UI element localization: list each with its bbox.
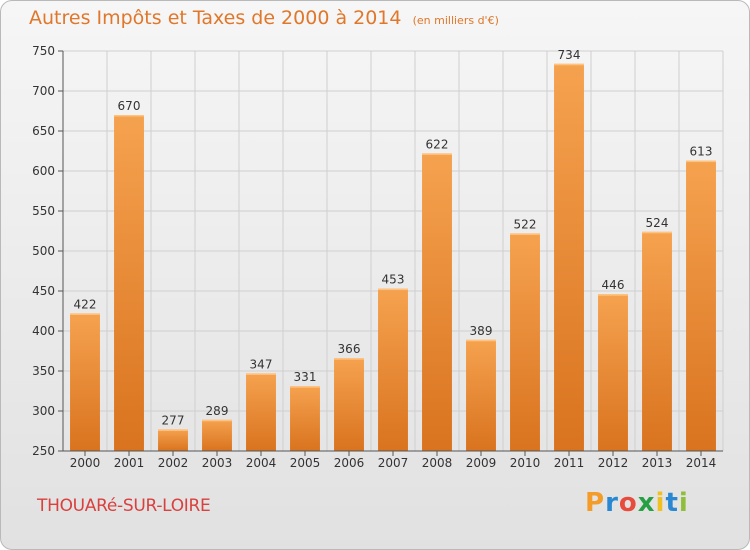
- x-tick-label: 2007: [378, 456, 409, 470]
- logo-letter: P: [585, 488, 606, 518]
- bar-highlight: [642, 231, 672, 234]
- y-tick-label: 450: [32, 284, 55, 298]
- bars: 422 670 277 289 347 331 366 453 622 389 522 734 446 5…: [70, 48, 716, 452]
- y-tick-label: 650: [32, 124, 55, 138]
- y-tick-label: 250: [32, 444, 55, 458]
- x-tick-label: 2014: [686, 456, 717, 470]
- bar-highlight: [114, 115, 144, 117]
- y-tick-label: 300: [32, 404, 55, 418]
- bar-highlight: [686, 160, 716, 163]
- data-label: 524: [646, 216, 669, 230]
- x-tick-label: 2012: [598, 456, 629, 470]
- city-name: THOUARé-SUR-LOIRE: [37, 496, 211, 516]
- bar: [554, 63, 584, 452]
- bar: [290, 386, 320, 451]
- axes: 250 300 350 400 450 500 550 600 650 700 750 2000 200…: [32, 44, 723, 470]
- bar: [114, 115, 144, 451]
- bar-highlight: [422, 153, 452, 155]
- data-label: 622: [426, 137, 449, 151]
- bar: [378, 288, 408, 451]
- x-tick-label: 2008: [422, 456, 453, 470]
- logo-letter: o: [618, 488, 638, 518]
- data-label: 331: [294, 370, 317, 384]
- y-tick-label: 550: [32, 204, 55, 218]
- logo-letter: t: [665, 488, 679, 518]
- y-tick-label: 350: [32, 364, 55, 378]
- data-label: 522: [514, 217, 537, 231]
- y-tick-label: 700: [32, 84, 55, 98]
- bar: [334, 358, 364, 451]
- proxiti-logo: Proxiti: [585, 488, 689, 518]
- data-label: 613: [690, 145, 713, 159]
- bar: [642, 231, 672, 451]
- x-tick-label: 2000: [70, 456, 101, 470]
- data-label: 389: [470, 324, 493, 338]
- y-tick-label: 600: [32, 164, 55, 178]
- data-label: 734: [558, 48, 581, 62]
- bar: [70, 313, 100, 451]
- logo-letter: r: [605, 488, 619, 518]
- bar-highlight: [466, 339, 496, 342]
- data-label: 366: [338, 342, 361, 356]
- data-label: 446: [602, 278, 625, 292]
- bar: [246, 373, 276, 451]
- bar-highlight: [378, 288, 408, 291]
- data-label: 289: [206, 404, 229, 418]
- bar-highlight: [334, 358, 364, 360]
- y-tick-label: 750: [32, 44, 55, 58]
- data-label: 277: [162, 413, 185, 427]
- bar: [510, 233, 540, 451]
- bar-highlight: [202, 419, 232, 422]
- data-label: 670: [118, 99, 141, 113]
- logo-letter: x: [637, 488, 656, 518]
- x-tick-label: 2013: [642, 456, 673, 470]
- bar: [202, 419, 232, 451]
- x-tick-label: 2010: [510, 456, 541, 470]
- bar-highlight: [70, 313, 100, 315]
- x-tick-label: 2009: [466, 456, 497, 470]
- data-label: 453: [382, 273, 405, 287]
- bar: [422, 153, 452, 451]
- bar: [598, 294, 628, 451]
- title-text: Autres Impôts et Taxes de 2000 à 2014: [29, 7, 402, 29]
- bar-highlight: [246, 373, 276, 375]
- bar-highlight: [554, 63, 584, 66]
- bar: [686, 160, 716, 451]
- y-tick-label: 500: [32, 244, 55, 258]
- x-tick-label: 2001: [114, 456, 145, 470]
- data-label: 422: [74, 297, 97, 311]
- x-tick-label: 2004: [246, 456, 277, 470]
- x-tick-label: 2006: [334, 456, 365, 470]
- chart-title: Autres Impôts et Taxes de 2000 à 2014 (e…: [29, 7, 499, 29]
- bar-highlight: [290, 386, 320, 388]
- bar: [158, 429, 188, 451]
- bar-highlight: [598, 294, 628, 296]
- logo-letter: i: [655, 488, 666, 518]
- y-tick-label: 400: [32, 324, 55, 338]
- x-tick-label: 2003: [202, 456, 233, 470]
- logo-letter: i: [678, 488, 689, 518]
- bar-highlight: [510, 233, 540, 235]
- x-tick-label: 2011: [554, 456, 585, 470]
- bar: [466, 339, 496, 451]
- x-tick-label: 2002: [158, 456, 189, 470]
- x-tick-label: 2005: [290, 456, 321, 470]
- bar-highlight: [158, 429, 188, 431]
- unit-label: (en milliers d'€): [412, 14, 499, 27]
- data-label: 347: [250, 357, 273, 371]
